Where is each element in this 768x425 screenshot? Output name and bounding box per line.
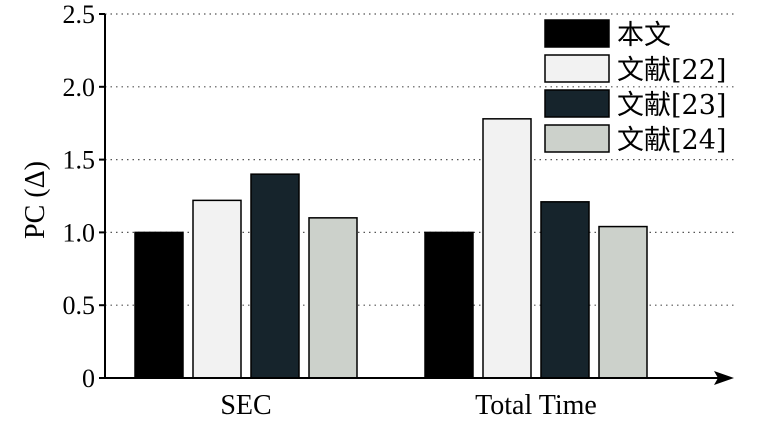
y-tick-label: 1.5 bbox=[63, 146, 96, 175]
x-axis-arrow-icon bbox=[714, 371, 734, 385]
legend-swatch bbox=[544, 19, 610, 48]
y-axis-label: PC (Δ) bbox=[20, 161, 51, 239]
bar bbox=[192, 199, 242, 379]
y-tick-label: 1.0 bbox=[63, 218, 96, 247]
bar bbox=[250, 173, 300, 379]
bar bbox=[134, 231, 184, 379]
bar bbox=[424, 231, 474, 379]
legend-label: 本文 bbox=[617, 20, 671, 51]
legend-label: 文献[23] bbox=[617, 90, 726, 121]
y-tick-label: 2.5 bbox=[63, 0, 96, 29]
y-tick-label: 0 bbox=[82, 364, 95, 393]
legend-label: 文献[22] bbox=[617, 55, 726, 86]
legend-swatch bbox=[544, 89, 610, 118]
bar bbox=[598, 225, 648, 379]
y-tick-label: 2.0 bbox=[63, 73, 96, 102]
axes bbox=[104, 14, 734, 385]
bar bbox=[540, 201, 590, 379]
legend-label: 文献[24] bbox=[617, 125, 726, 156]
bars bbox=[134, 118, 648, 379]
bar bbox=[482, 118, 532, 379]
x-category-label: SEC bbox=[220, 390, 271, 421]
y-tick-label: 0.5 bbox=[63, 291, 96, 320]
x-categories: SEC Total Time bbox=[220, 390, 597, 421]
bar bbox=[308, 217, 358, 379]
legend-swatch bbox=[544, 124, 610, 153]
y-ticks: 0 0.5 1.0 1.5 2.0 2.5 bbox=[63, 0, 105, 393]
x-category-label: Total Time bbox=[475, 390, 597, 421]
legend-swatch bbox=[544, 54, 610, 83]
